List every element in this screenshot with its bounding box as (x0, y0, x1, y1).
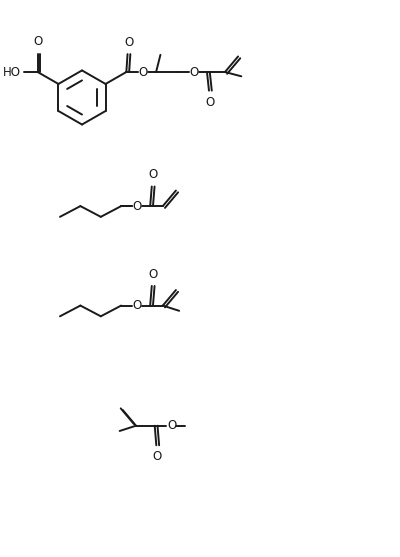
Text: O: O (133, 199, 142, 213)
Text: O: O (138, 66, 148, 79)
Text: O: O (133, 299, 142, 312)
Text: O: O (148, 168, 157, 182)
Text: O: O (148, 268, 157, 281)
Text: O: O (152, 451, 162, 463)
Text: O: O (206, 96, 215, 109)
Text: O: O (124, 36, 134, 49)
Text: O: O (167, 419, 176, 432)
Text: O: O (34, 35, 43, 48)
Text: O: O (189, 66, 198, 79)
Text: HO: HO (3, 66, 21, 79)
